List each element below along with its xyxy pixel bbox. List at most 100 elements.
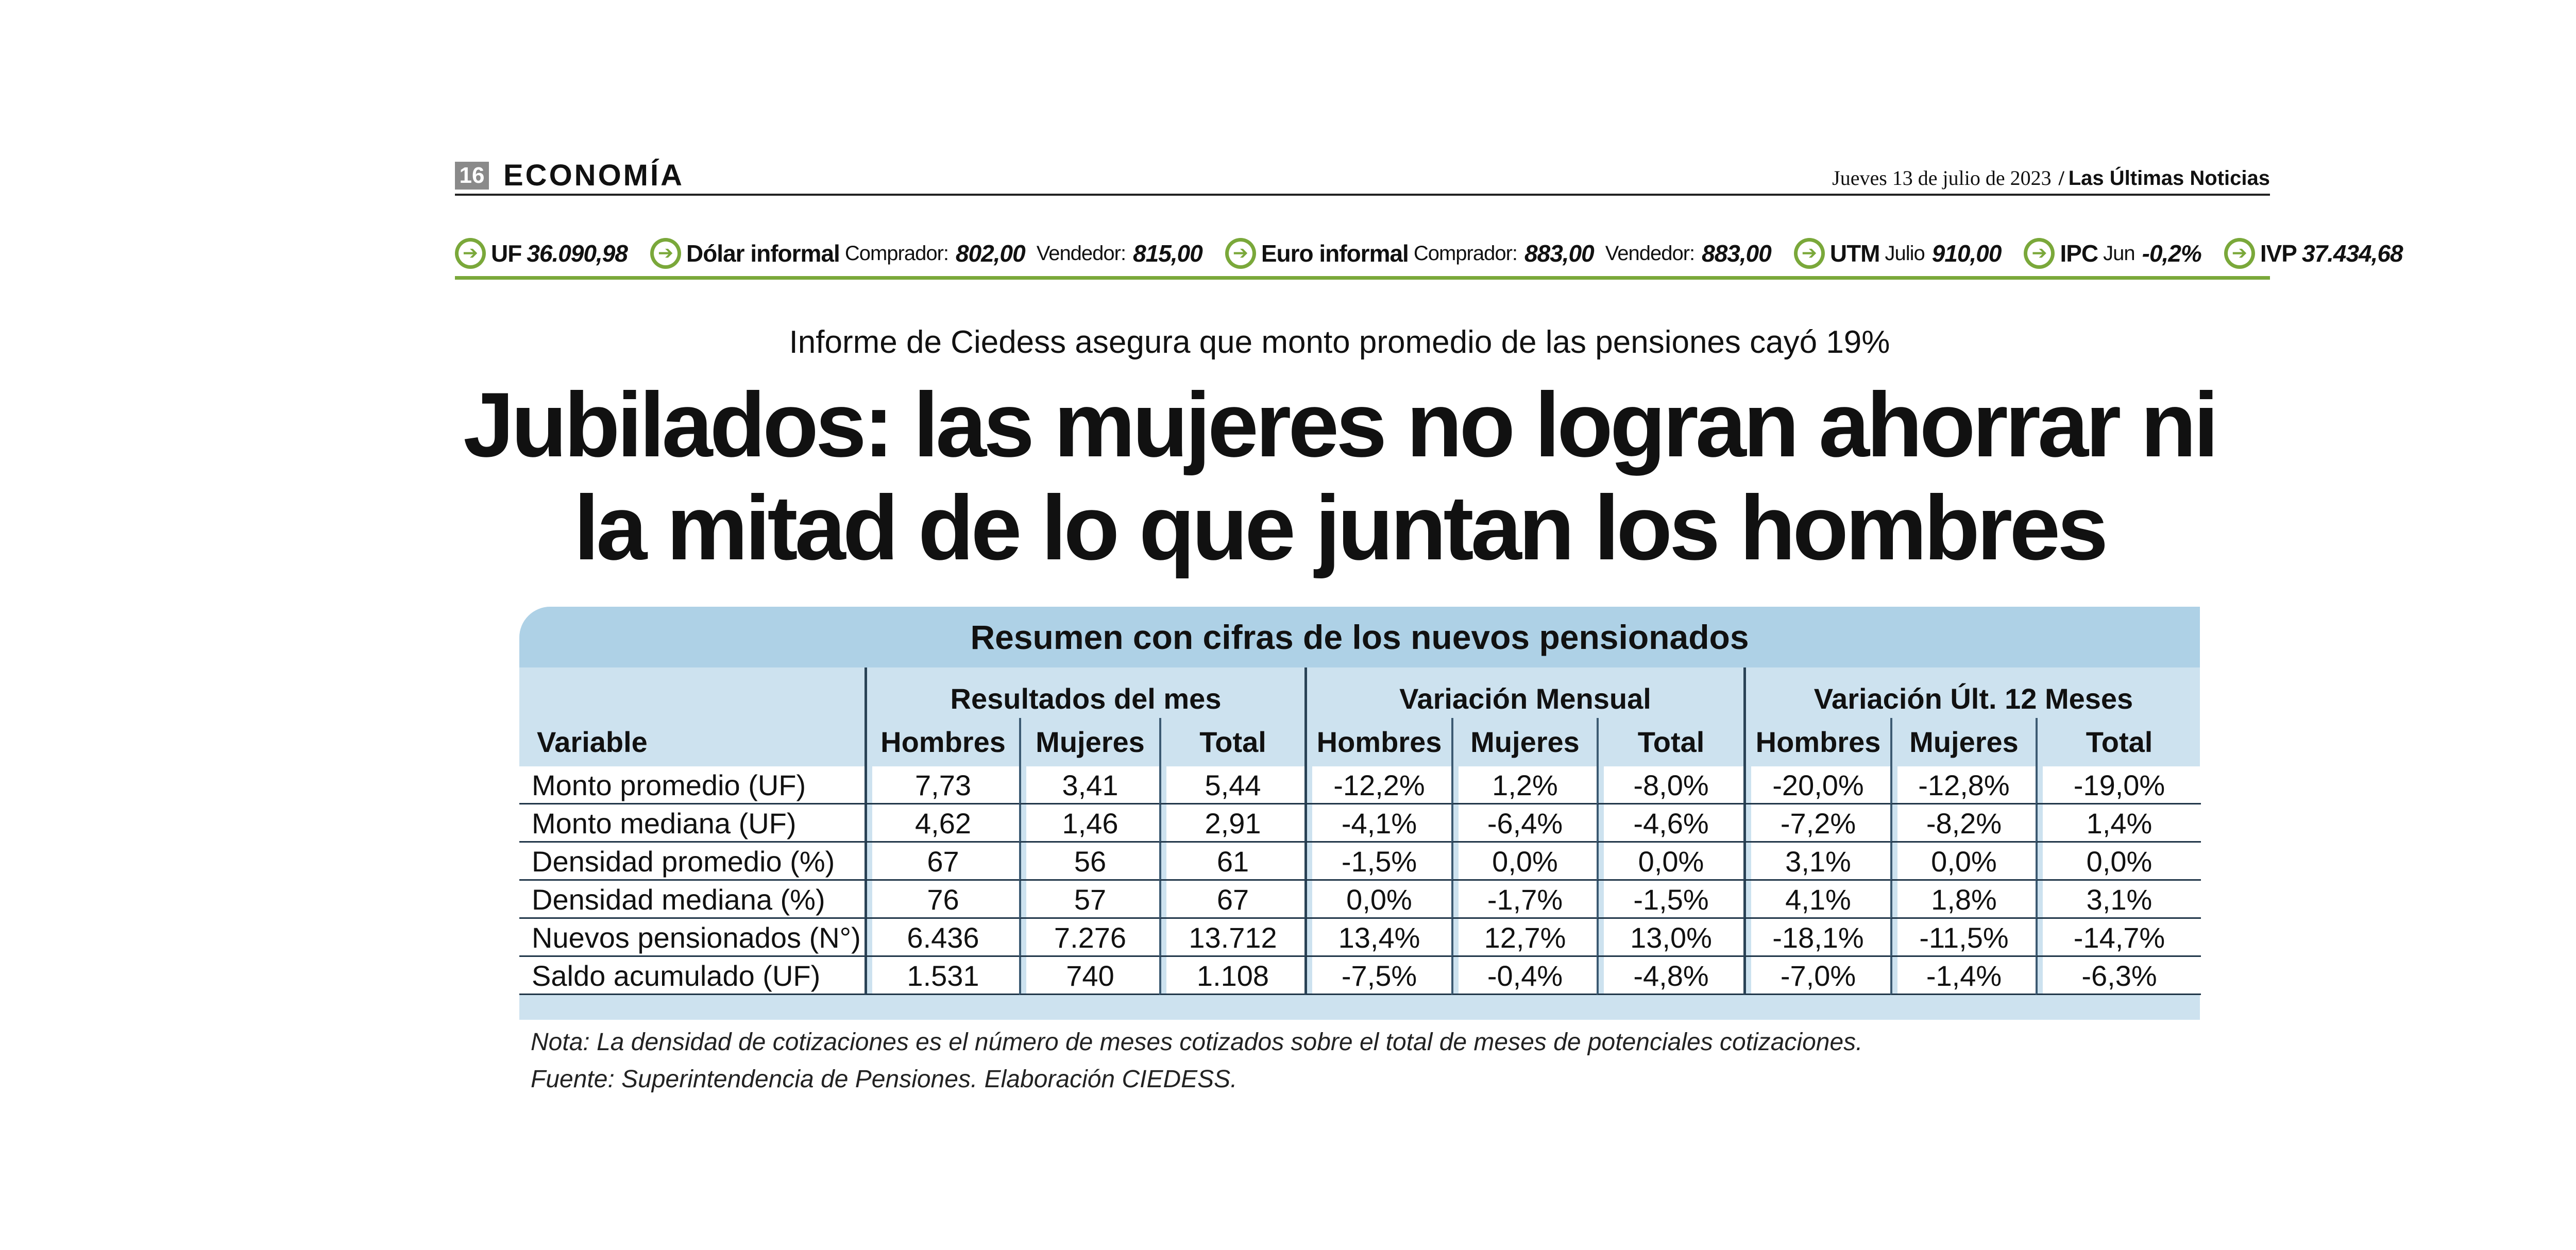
table-cell: 3,41 <box>1019 766 1159 804</box>
table-cell: 3,1% <box>1743 843 1890 881</box>
table-cell: -1,4% <box>1890 957 2036 995</box>
headline-line-2: la mitad de lo que juntan los hombres <box>573 476 2109 579</box>
arrow-right-circle-icon <box>2224 238 2255 269</box>
section-title: ECONOMÍA <box>503 159 684 192</box>
column-header-variable: Variable <box>537 726 648 758</box>
table-cell: 67 <box>1159 881 1304 919</box>
table-cell: 1,4% <box>2036 804 2201 843</box>
table-cell: 76 <box>865 881 1019 919</box>
table-note: Nota: La densidad de cotizaciones es el … <box>531 1029 1863 1056</box>
table-cell: 1.531 <box>865 957 1019 995</box>
table-cell: -1,5% <box>1597 881 1743 919</box>
header-separator: / <box>2058 166 2064 190</box>
arrow-right-circle-icon <box>2024 238 2055 269</box>
table-cell: -12,2% <box>1304 766 1451 804</box>
indicator-value: 36.090,98 <box>527 240 628 267</box>
table-cell: 61 <box>1159 843 1304 881</box>
article-kicker: Informe de Ciedess asegura que monto pro… <box>789 324 1890 360</box>
publication-date: Jueves 13 de julio de 2023 <box>1832 166 2052 190</box>
indicator-name: Euro informal <box>1261 240 1409 267</box>
table-cell: 740 <box>1019 957 1159 995</box>
article-headline: Jubilados: las mujeres no logran ahorrar… <box>0 373 2576 579</box>
table-cell: -14,7% <box>2036 919 2201 957</box>
table-cell: 4,62 <box>865 804 1019 843</box>
column-header: Total <box>1159 718 1304 766</box>
page-header: 16 ECONOMÍA Jueves 13 de julio de 2023/L… <box>455 159 2270 196</box>
table-cell: 2,91 <box>1159 804 1304 843</box>
table-notes: Nota: La densidad de cotizaciones es el … <box>531 1024 1863 1098</box>
row-label: Nuevos pensionados (N°) <box>519 919 865 957</box>
column-header: Mujeres <box>1019 718 1159 766</box>
indicator-value: 802,00 <box>956 240 1026 267</box>
arrow-right-circle-icon <box>1225 238 1256 269</box>
indicator-value: 883,00 <box>1702 240 1772 267</box>
indicator-label: Vendedor: <box>1605 242 1695 265</box>
indicator-label: Julio <box>1885 242 1925 265</box>
column-header: Mujeres <box>1451 718 1597 766</box>
table-cell: 0,0% <box>1304 881 1451 919</box>
table-cell: 5,44 <box>1159 766 1304 804</box>
table-cell: 6.436 <box>865 919 1019 957</box>
column-header: Hombres <box>1304 718 1451 766</box>
column-header: Hombres <box>865 718 1019 766</box>
indicator-label: Comprador: <box>844 242 949 265</box>
table-cell: -1,5% <box>1304 843 1451 881</box>
table-cell: -1,7% <box>1451 881 1597 919</box>
arrow-right-circle-icon <box>455 238 486 269</box>
table-cell: -7,0% <box>1743 957 1890 995</box>
indicator-name: Dólar informal <box>686 240 840 267</box>
table-cell: -8,0% <box>1597 766 1743 804</box>
group-header: Variación Últ. 12 Meses <box>1743 667 2201 718</box>
table-cell: -18,1% <box>1743 919 1890 957</box>
table-cell: 57 <box>1019 881 1159 919</box>
indicator-name: IVP <box>2260 240 2297 267</box>
header-dateline: Jueves 13 de julio de 2023/Las Últimas N… <box>1832 164 2270 193</box>
table-cell: 4,1% <box>1743 881 1890 919</box>
table-cell: -7,2% <box>1743 804 1890 843</box>
table-title: Resumen con cifras de los nuevos pension… <box>519 607 2200 667</box>
table-cell: -20,0% <box>1743 766 1890 804</box>
table-cell: -0,4% <box>1451 957 1597 995</box>
table-cell: -8,2% <box>1890 804 2036 843</box>
column-header: Total <box>2036 718 2201 766</box>
table-cell: 3,1% <box>2036 881 2201 919</box>
group-spacer <box>519 667 865 718</box>
group-header: Variación Mensual <box>1304 667 1743 718</box>
indicator-name: IPC <box>2060 240 2098 267</box>
summary-table: Resumen con cifras de los nuevos pension… <box>519 607 2201 1020</box>
table-cell: 0,0% <box>2036 843 2201 881</box>
table-cell: 0,0% <box>1890 843 2036 881</box>
arrow-right-circle-icon <box>1793 238 1825 269</box>
newspaper-name: Las Últimas Noticias <box>2068 167 2270 190</box>
row-label: Densidad promedio (%) <box>519 843 865 881</box>
indicator-value: 37.434,68 <box>2301 240 2403 267</box>
table-cell: 1,46 <box>1019 804 1159 843</box>
table-grid: Resultados del mes Variación Mensual Varia… <box>519 667 2201 995</box>
indicator-label: Comprador: <box>1413 242 1518 265</box>
indicator-name: UF <box>491 240 522 267</box>
table-cell: 7,73 <box>865 766 1019 804</box>
table-source: Fuente: Superintendencia de Pensiones. E… <box>531 1066 1238 1093</box>
indicator-value: 815,00 <box>1133 240 1203 267</box>
table-cell: 1,8% <box>1890 881 2036 919</box>
arrow-right-circle-icon <box>650 238 681 269</box>
table-cell: 67 <box>865 843 1019 881</box>
table-cell: -4,8% <box>1597 957 1743 995</box>
table-cell: 1.108 <box>1159 957 1304 995</box>
table-cell: -6,4% <box>1451 804 1597 843</box>
table-cell: 12,7% <box>1451 919 1597 957</box>
indicator-value: 883,00 <box>1524 240 1595 267</box>
row-label: Monto mediana (UF) <box>519 804 865 843</box>
indicator-value: -0,2% <box>2142 240 2202 267</box>
indicator-value: 910,00 <box>1931 240 2002 267</box>
row-label: Monto promedio (UF) <box>519 766 865 804</box>
table-cell: 7.276 <box>1019 919 1159 957</box>
table-cell: 1,2% <box>1451 766 1597 804</box>
indicator-label: Vendedor: <box>1036 242 1126 265</box>
